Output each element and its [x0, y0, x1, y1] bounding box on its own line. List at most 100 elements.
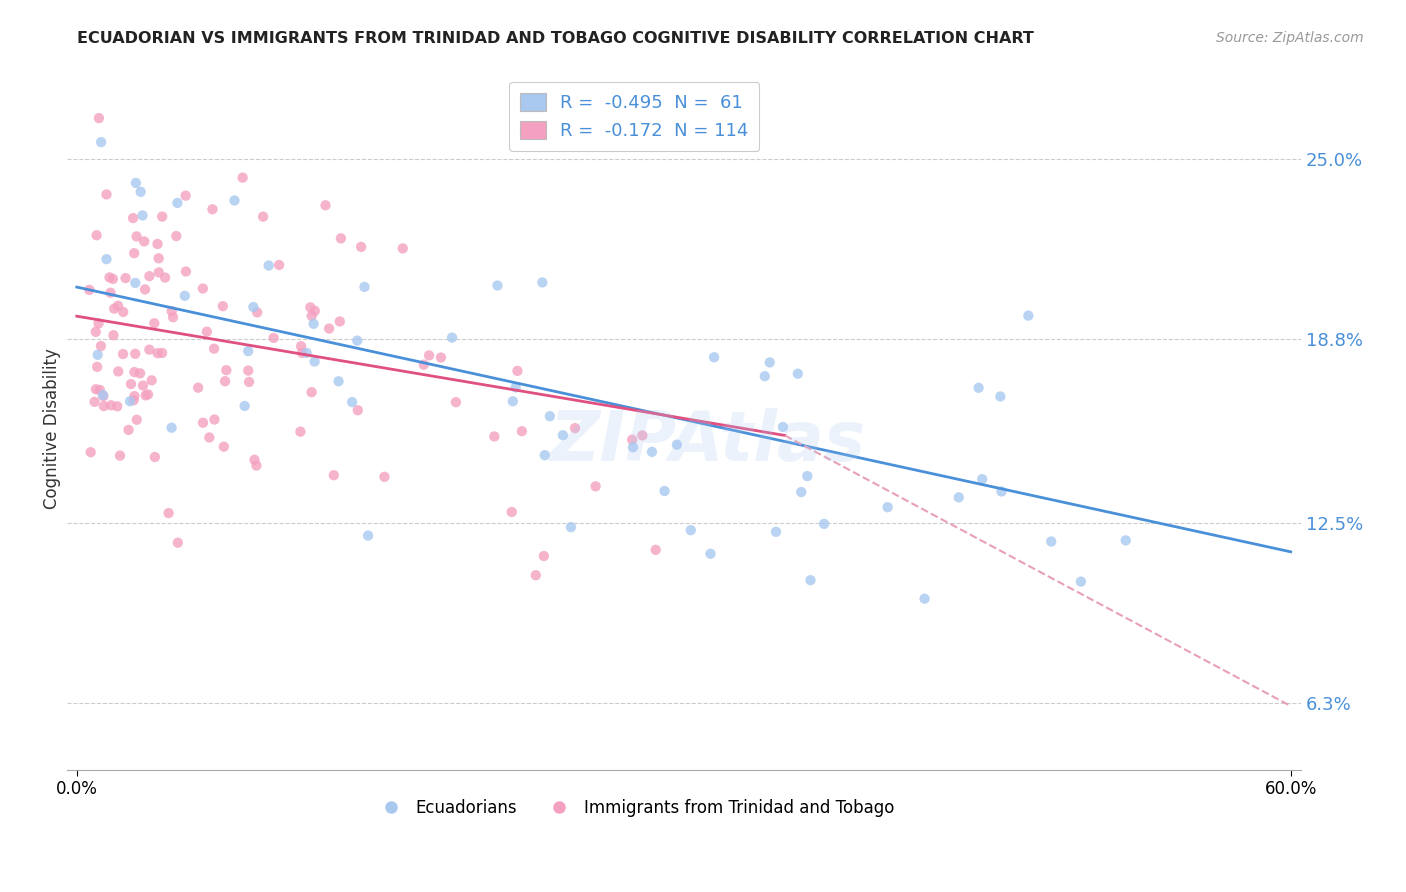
Legend: Ecuadorians, Immigrants from Trinidad and Tobago: Ecuadorians, Immigrants from Trinidad an…: [367, 792, 901, 823]
Point: [80, 445, 103, 459]
Point: [212, 440, 235, 454]
Point: [322, 468, 344, 483]
Point: [242, 300, 264, 314]
Point: [141, 373, 163, 387]
Point: [505, 380, 527, 394]
Point: [174, 264, 197, 278]
Point: [138, 269, 160, 284]
Point: [84, 382, 107, 396]
Point: [441, 330, 464, 344]
Point: [153, 270, 176, 285]
Point: [486, 278, 509, 293]
Point: [224, 194, 246, 208]
Point: [243, 452, 266, 467]
Point: [585, 479, 607, 493]
Point: [252, 210, 274, 224]
Point: [304, 304, 326, 318]
Point: [112, 305, 135, 319]
Point: [165, 229, 187, 244]
Point: [146, 236, 169, 251]
Point: [238, 344, 260, 359]
Point: [990, 484, 1012, 499]
Text: Source: ZipAtlas.com: Source: ZipAtlas.com: [1216, 31, 1364, 45]
Point: [143, 316, 166, 330]
Point: [93, 399, 115, 413]
Point: [531, 276, 554, 290]
Point: [79, 283, 101, 297]
Point: [146, 346, 169, 360]
Point: [644, 542, 666, 557]
Point: [204, 412, 226, 426]
Point: [173, 289, 195, 303]
Point: [96, 252, 118, 267]
Point: [138, 343, 160, 357]
Point: [136, 387, 159, 401]
Point: [124, 365, 146, 379]
Point: [118, 394, 141, 409]
Text: ZIPAtlas: ZIPAtlas: [550, 409, 866, 475]
Point: [122, 211, 145, 226]
Point: [315, 198, 337, 212]
Point: [91, 388, 114, 402]
Point: [107, 364, 129, 378]
Point: [117, 423, 139, 437]
Point: [86, 348, 108, 362]
Point: [1040, 534, 1063, 549]
Point: [108, 449, 131, 463]
Point: [299, 301, 322, 315]
Point: [238, 375, 260, 389]
Point: [131, 209, 153, 223]
Point: [245, 458, 267, 473]
Point: [125, 176, 148, 190]
Point: [304, 354, 326, 368]
Point: [430, 351, 453, 365]
Point: [122, 393, 145, 408]
Point: [796, 469, 818, 483]
Point: [679, 523, 702, 537]
Point: [187, 381, 209, 395]
Point: [799, 573, 821, 587]
Point: [301, 309, 323, 323]
Point: [346, 403, 368, 417]
Point: [754, 369, 776, 384]
Point: [232, 170, 254, 185]
Point: [201, 202, 224, 217]
Point: [124, 389, 146, 403]
Point: [129, 185, 152, 199]
Point: [350, 240, 373, 254]
Point: [1115, 533, 1137, 548]
Point: [502, 394, 524, 409]
Point: [125, 413, 148, 427]
Point: [533, 549, 555, 563]
Point: [1070, 574, 1092, 589]
Point: [120, 377, 142, 392]
Point: [195, 325, 218, 339]
Point: [103, 328, 125, 343]
Point: [329, 314, 352, 328]
Y-axis label: Cognitive Disability: Cognitive Disability: [44, 348, 60, 508]
Point: [129, 367, 152, 381]
Point: [291, 346, 314, 360]
Point: [990, 389, 1012, 403]
Point: [346, 334, 368, 348]
Point: [621, 433, 644, 447]
Point: [353, 280, 375, 294]
Point: [211, 299, 233, 313]
Point: [665, 438, 688, 452]
Point: [89, 383, 111, 397]
Point: [160, 420, 183, 434]
Point: [162, 310, 184, 325]
Point: [90, 135, 112, 149]
Point: [157, 506, 180, 520]
Point: [444, 395, 467, 409]
Point: [150, 346, 173, 360]
Point: [167, 535, 190, 549]
Point: [233, 399, 256, 413]
Point: [631, 428, 654, 442]
Point: [90, 339, 112, 353]
Point: [150, 210, 173, 224]
Point: [125, 229, 148, 244]
Point: [202, 342, 225, 356]
Point: [96, 187, 118, 202]
Point: [621, 440, 644, 454]
